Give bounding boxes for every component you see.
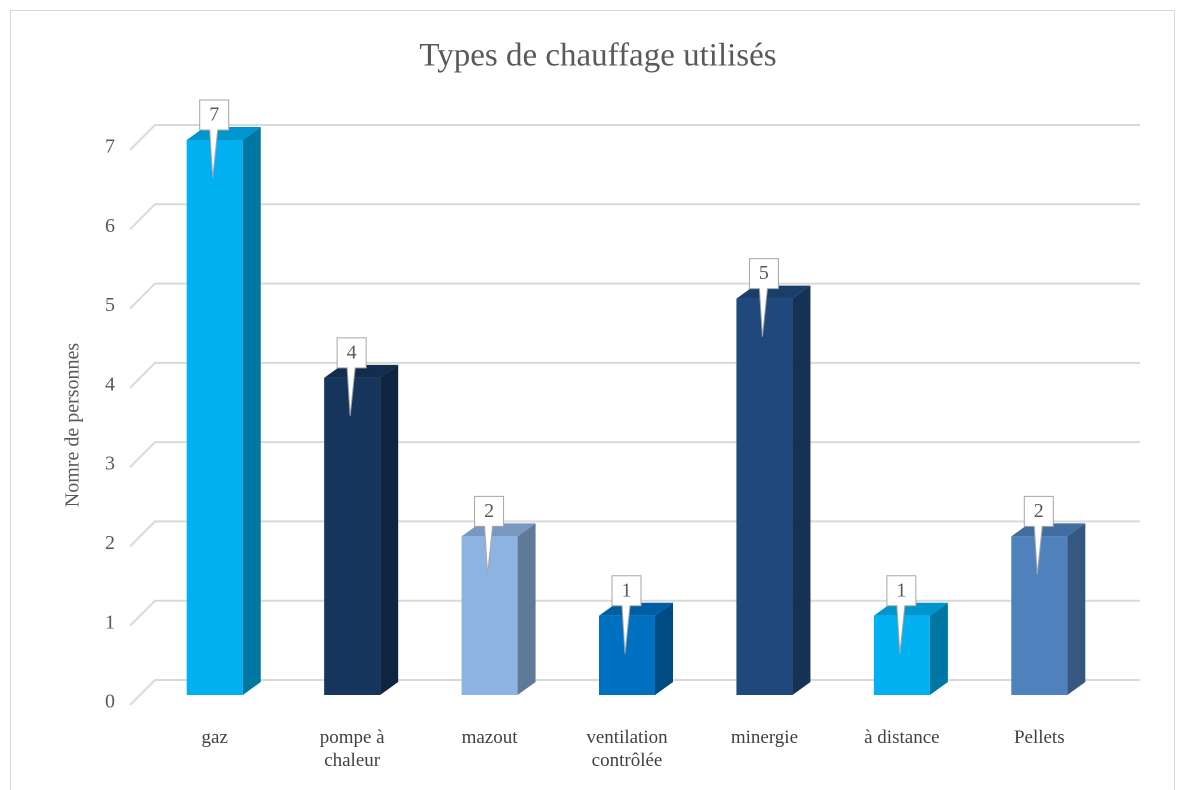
bar xyxy=(324,364,399,695)
y-tick-label: 7 xyxy=(105,136,115,158)
data-label: 7 xyxy=(209,104,219,126)
data-label: 1 xyxy=(896,579,906,601)
data-label-callout xyxy=(336,337,367,416)
y-tick-label: 5 xyxy=(105,294,115,316)
bar xyxy=(736,285,811,695)
grid-line xyxy=(129,361,1140,389)
y-tick-label: 1 xyxy=(105,611,115,633)
bar-side xyxy=(242,127,261,695)
chart-border xyxy=(10,10,1175,790)
data-label: 1 xyxy=(622,579,632,601)
bar-side xyxy=(380,364,399,695)
bar-front xyxy=(461,536,518,695)
x-tick-label: gaz xyxy=(201,727,228,748)
y-tick-label: 0 xyxy=(105,691,115,713)
chart-title: Types de chauffage utilisés xyxy=(419,38,776,74)
bar-side-shade xyxy=(655,602,673,695)
data-label: 5 xyxy=(759,262,769,284)
bar-front xyxy=(186,140,243,695)
bar-front xyxy=(1011,536,1068,695)
bar-side xyxy=(655,602,673,695)
data-label-callout xyxy=(748,258,779,337)
data-label-callout xyxy=(611,575,642,654)
y-tick-label: 2 xyxy=(105,532,115,554)
grid-line xyxy=(129,124,1140,151)
y-tick-label: 4 xyxy=(105,373,115,395)
bar-side xyxy=(1067,523,1086,695)
bar-side xyxy=(929,602,948,695)
y-axis-label: Nomre de personnes xyxy=(62,343,84,508)
bar-side-shade xyxy=(1067,523,1086,695)
x-tick-label: pompe à chaleur xyxy=(319,727,385,771)
x-tick-label: à distance xyxy=(864,727,940,748)
x-tick-label: ventilation contrôlée xyxy=(586,727,668,771)
bar-side-shade xyxy=(517,523,536,695)
x-tick-label: minergie xyxy=(730,727,799,748)
data-label-callout xyxy=(886,575,917,654)
bar xyxy=(599,602,673,695)
grid-line xyxy=(129,441,1140,468)
bar-side-shade xyxy=(380,364,399,695)
x-tick-label: Pellets xyxy=(1013,727,1065,748)
bar-side-shade xyxy=(792,285,811,695)
data-label-callout xyxy=(1023,495,1054,575)
bar-side xyxy=(517,523,536,695)
bar xyxy=(1011,523,1086,695)
y-tick-label: 6 xyxy=(105,215,115,237)
grid-line xyxy=(129,679,1140,706)
y-tick-label: 3 xyxy=(105,453,115,475)
grid-line xyxy=(129,520,1140,548)
bar xyxy=(873,602,948,695)
bar xyxy=(186,127,261,695)
grid-line xyxy=(129,599,1140,627)
data-label: 4 xyxy=(347,341,357,363)
data-label-callout xyxy=(474,495,505,575)
data-label-callout xyxy=(199,99,230,179)
data-label: 2 xyxy=(1034,500,1044,522)
bar-side-shade xyxy=(929,602,948,695)
x-tick-label: mazout xyxy=(461,727,518,748)
bar xyxy=(461,523,536,695)
bar-side xyxy=(792,285,811,695)
bar-side-shade xyxy=(242,127,261,695)
bar-front xyxy=(736,298,793,695)
bar-front xyxy=(324,377,381,695)
grid-line xyxy=(129,203,1140,230)
grid-line xyxy=(129,282,1140,310)
data-label: 2 xyxy=(484,500,494,522)
